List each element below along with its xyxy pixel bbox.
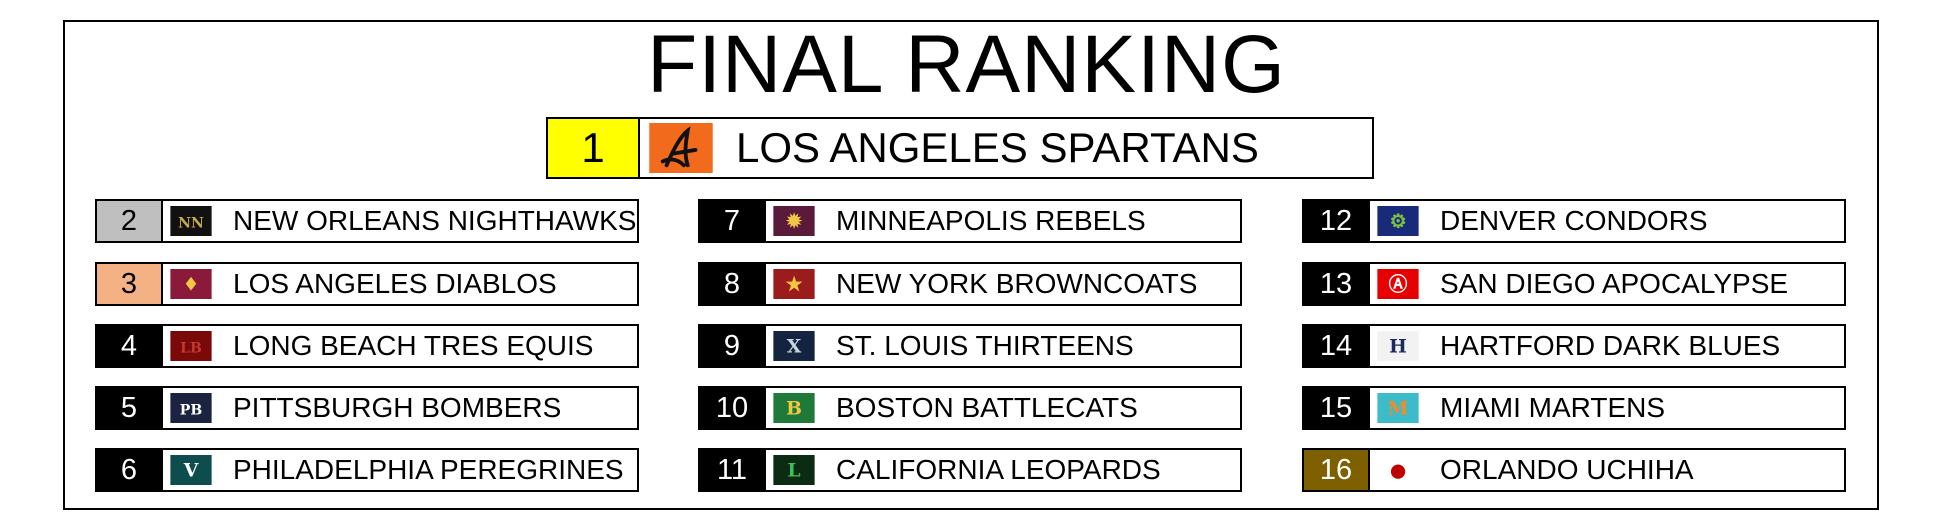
team-row: 4 LB LONG BEACH TRES EQUIS <box>95 324 639 368</box>
team-name: PITTSBURGH BOMBERS <box>233 392 562 423</box>
team-row: 14 H HARTFORD DARK BLUES <box>1302 324 1846 368</box>
team-logo-icon: V <box>169 455 213 485</box>
team-name: LONG BEACH TRES EQUIS <box>233 330 594 361</box>
team-row: 6 V PHILADELPHIA PEREGRINES <box>95 448 639 492</box>
svg-text:B: B <box>786 398 802 420</box>
team-name: NEW YORK BROWNCOATS <box>836 268 1198 299</box>
svg-text:LB: LB <box>180 341 202 357</box>
champion-team-name: LOS ANGELES SPARTANS <box>736 124 1259 171</box>
team-logo-icon: B <box>772 393 816 423</box>
team-row: 2 NN NEW ORLEANS NIGHTHAWKS <box>95 199 639 243</box>
team-rank: 15 <box>1304 388 1370 428</box>
team-logo-icon: M <box>1376 393 1420 423</box>
team-logo-icon: PB <box>169 393 213 423</box>
team-logo-icon: X <box>772 331 816 361</box>
team-rank: 8 <box>700 264 766 304</box>
team-row: 13 Ⓐ SAN DIEGO APOCALYPSE <box>1302 262 1846 306</box>
team-rank: 16 <box>1304 450 1370 490</box>
svg-text:⚙: ⚙ <box>1390 211 1407 233</box>
team-name: BOSTON BATTLECATS <box>836 392 1138 423</box>
svg-text:✹: ✹ <box>785 211 803 233</box>
team-rank: 13 <box>1304 264 1370 304</box>
team-name: ST. LOUIS THIRTEENS <box>836 330 1134 361</box>
team-logo-icon: Ⓐ <box>1376 269 1420 299</box>
svg-text:Ⓐ: Ⓐ <box>1389 273 1408 296</box>
svg-text:M: M <box>1388 398 1409 420</box>
team-row: 16 ● ORLANDO UCHIHA <box>1302 448 1846 492</box>
svg-text:PB: PB <box>180 403 203 419</box>
svg-text:♦: ♦ <box>183 274 200 296</box>
team-rank: 10 <box>700 388 766 428</box>
team-logo-icon: ✹ <box>772 206 816 236</box>
team-name: MIAMI MARTENS <box>1440 392 1666 423</box>
team-logo-icon: ● <box>1376 455 1420 485</box>
team-row: 9 X ST. LOUIS THIRTEENS <box>698 324 1242 368</box>
svg-text:X: X <box>787 336 802 358</box>
team-rank: 2 <box>97 201 163 241</box>
svg-text:L: L <box>787 460 800 482</box>
svg-text:NN: NN <box>178 216 204 232</box>
team-name: NEW ORLEANS NIGHTHAWKS <box>233 205 637 236</box>
team-row: 7 ✹ MINNEAPOLIS REBELS <box>698 199 1242 243</box>
team-rank: 7 <box>700 201 766 241</box>
team-logo-icon: NN <box>169 206 213 236</box>
team-name: CALIFORNIA LEOPARDS <box>836 454 1161 485</box>
team-rank: 12 <box>1304 201 1370 241</box>
team-name: LOS ANGELES DIABLOS <box>233 268 557 299</box>
team-logo-icon: LB <box>169 331 213 361</box>
team-rank: 5 <box>97 388 163 428</box>
team-logo-icon: ♦ <box>169 269 213 299</box>
team-row: 15 M MIAMI MARTENS <box>1302 386 1846 430</box>
team-row: 3 ♦ LOS ANGELES DIABLOS <box>95 262 639 306</box>
svg-text:V: V <box>183 460 199 482</box>
team-rank: 14 <box>1304 326 1370 366</box>
team-rank: 3 <box>97 264 163 304</box>
team-row: 11 L CALIFORNIA LEOPARDS <box>698 448 1242 492</box>
team-logo-icon: H <box>1376 331 1420 361</box>
team-row: 10 B BOSTON BATTLECATS <box>698 386 1242 430</box>
team-name: MINNEAPOLIS REBELS <box>836 205 1146 236</box>
svg-text:H: H <box>1389 336 1407 358</box>
team-name: SAN DIEGO APOCALYPSE <box>1440 268 1789 299</box>
team-name: HARTFORD DARK BLUES <box>1440 330 1781 361</box>
team-name: DENVER CONDORS <box>1440 205 1708 236</box>
team-name: PHILADELPHIA PEREGRINES <box>233 454 624 485</box>
team-name: ORLANDO UCHIHA <box>1440 454 1694 485</box>
team-logo-icon: L <box>772 455 816 485</box>
team-row: 5 PB PITTSBURGH BOMBERS <box>95 386 639 430</box>
team-logo-icon: ⚙ <box>1376 206 1420 236</box>
team-logo-icon: ★ <box>772 269 816 299</box>
team-row: 8 ★ NEW YORK BROWNCOATS <box>698 262 1242 306</box>
page-title: FINAL RANKING <box>647 19 1286 110</box>
team-rank: 9 <box>700 326 766 366</box>
spartans-a-icon <box>648 123 714 173</box>
team-rank: 6 <box>97 450 163 490</box>
champion-rank: 1 <box>548 119 640 177</box>
team-row: 12 ⚙ DENVER CONDORS <box>1302 199 1846 243</box>
team-rank: 11 <box>700 450 766 490</box>
svg-text:●: ● <box>1390 460 1406 482</box>
champion-row: 1 LOS ANGELES SPARTANS <box>546 117 1374 179</box>
team-rank: 4 <box>97 326 163 366</box>
svg-text:★: ★ <box>786 274 803 296</box>
ranking-frame <box>63 20 1879 510</box>
